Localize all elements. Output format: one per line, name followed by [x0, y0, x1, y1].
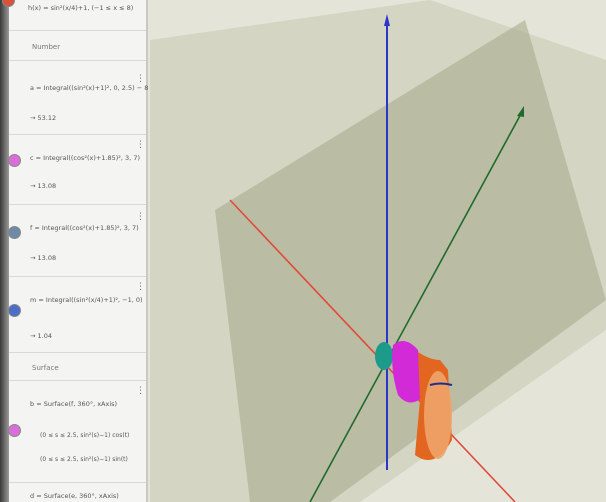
- definition: m = Integral((sin²(x/4)+1)², −1, 0): [30, 296, 143, 304]
- section-title: Number: [32, 43, 60, 51]
- value: → 13.08: [30, 254, 56, 262]
- visibility-toggle[interactable]: [8, 226, 21, 239]
- value: (0 ≤ s ≤ 2.5, sin²(s)−1) sin(t): [40, 456, 128, 463]
- definition: b = Surface(f, 360°, xAxis): [30, 400, 117, 408]
- visibility-toggle[interactable]: [8, 154, 21, 167]
- separator: [9, 276, 146, 277]
- separator: [9, 482, 146, 483]
- separator: [9, 134, 146, 135]
- visibility-toggle[interactable]: [8, 424, 21, 437]
- menu[interactable]: ⋮: [136, 140, 145, 150]
- menu[interactable]: ⋮: [136, 74, 145, 84]
- definition: c = Integral((cos²(x)+1.85)², 3, 7): [30, 154, 140, 162]
- separator: [9, 352, 146, 353]
- surface-small: [375, 342, 393, 370]
- top-item: h(x) = sin²(x/4)+1, (−1 ≤ x ≤ 8): [28, 4, 133, 12]
- screen: h(x) = sin²(x/4)+1, (−1 ≤ x ≤ 8) Number …: [0, 0, 606, 502]
- value: → 13.08: [30, 182, 56, 190]
- separator: [9, 380, 146, 381]
- value: (0 ≤ s ≤ 2.5, sin²(s)−1) cos(t): [40, 432, 129, 439]
- separator: [9, 204, 146, 205]
- menu[interactable]: ⋮: [136, 386, 145, 396]
- value: → 53.12: [30, 114, 56, 122]
- section-title: Surface: [32, 364, 59, 372]
- definition: d = Surface(e, 360°, xAxis): [30, 492, 119, 500]
- definition: a = Integral((sin²(x)+1)², 0, 2.5) − 8: [30, 84, 148, 92]
- value: → 1.04: [30, 332, 52, 340]
- menu[interactable]: ⋮: [136, 282, 145, 292]
- separator: [9, 30, 146, 31]
- definition: f = Integral((cos²(x)+1.85)², 3, 7): [30, 224, 139, 232]
- algebra-view: [0, 0, 148, 502]
- menu[interactable]: ⋮: [136, 212, 145, 222]
- separator: [9, 60, 146, 61]
- visibility-toggle[interactable]: [8, 304, 21, 317]
